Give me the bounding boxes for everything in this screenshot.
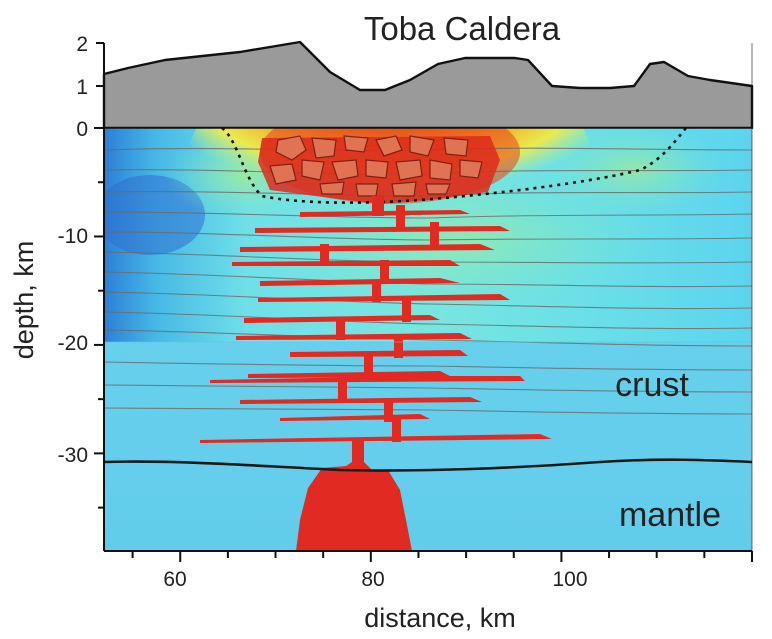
x-tick-label: 100 [552, 568, 587, 591]
y-tick-label: 0 [76, 118, 88, 141]
topography-panel: 2 1 [76, 33, 754, 130]
topo-tick-label: 2 [76, 33, 88, 56]
magma-dykes [320, 196, 439, 466]
topography-profile [102, 40, 754, 130]
topo-tick-label: 1 [76, 76, 88, 99]
y-tick-label: -10 [58, 225, 88, 248]
mantle-label: mantle [619, 496, 721, 534]
y-tick-label: -20 [58, 332, 88, 355]
figure-title: Toba Caldera [364, 10, 561, 47]
axes: 0 -10 -20 -30 60 80 100 distance, km dep… [9, 43, 753, 633]
y-tick-label: -30 [58, 444, 88, 467]
x-tick-label: 80 [361, 568, 384, 591]
moho-line [104, 458, 752, 472]
mantle-conduit [296, 462, 412, 551]
velocity-anomaly-section [104, 128, 752, 551]
x-axis-title: distance, km [364, 603, 516, 633]
x-tick-label: 60 [163, 568, 186, 591]
y-axis-title: depth, km [9, 241, 39, 360]
crust-label: crust [615, 366, 689, 404]
caldera-boundary [221, 128, 687, 204]
magma-chamber-blocks [269, 135, 483, 197]
